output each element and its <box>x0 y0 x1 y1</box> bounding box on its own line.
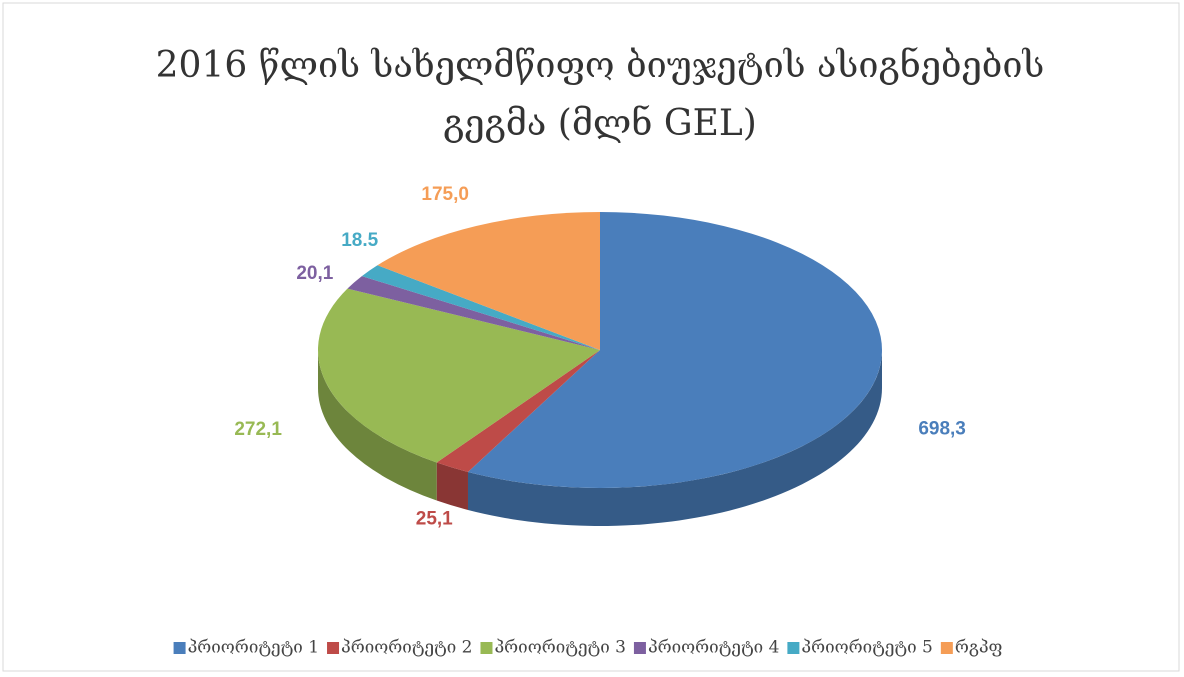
legend-swatch <box>787 642 800 654</box>
data-label: 20,1 <box>296 263 333 284</box>
pie-slice <box>467 212 882 488</box>
pie-tops <box>317 212 882 488</box>
legend-label: პრიორიტეტი 4 <box>648 638 779 658</box>
pie-slice <box>347 276 600 350</box>
legend-swatch <box>480 642 493 654</box>
data-label: 25,1 <box>416 509 453 530</box>
pie-slice <box>317 288 600 463</box>
legend-swatch <box>940 642 953 654</box>
legend-label: პრიორიტეტი 5 <box>801 638 932 658</box>
pie-side <box>436 462 468 510</box>
pie-slice <box>361 265 600 350</box>
legend-label: პრიორიტეტი 2 <box>341 638 472 658</box>
legend: პრიორიტეტი 1 პრიორიტეტი 2 პრიორიტეტი 3 პრიო… <box>173 638 1003 658</box>
legend-label: პრიორიტეტი 1 <box>188 638 319 658</box>
legend-label: პრიორიტეტი 3 <box>494 638 625 658</box>
legend-swatch <box>633 642 646 654</box>
legend-swatch <box>173 642 186 654</box>
pie-slice <box>436 350 600 472</box>
pie-side <box>318 350 437 501</box>
data-label: 18.5 <box>341 230 378 251</box>
pie-slice <box>377 212 600 350</box>
pie-sides <box>318 350 882 527</box>
data-label: 698,3 <box>918 419 966 440</box>
legend-swatch <box>327 642 340 654</box>
chart-title: 2016 წლის სახელმწიფო ბიუჯეტის ასიგნებები… <box>156 45 1045 144</box>
data-label: 272,1 <box>234 419 282 440</box>
legend-label: რგპფ <box>955 638 1003 658</box>
data-label: 175,0 <box>421 184 469 205</box>
pie-side <box>467 350 882 527</box>
